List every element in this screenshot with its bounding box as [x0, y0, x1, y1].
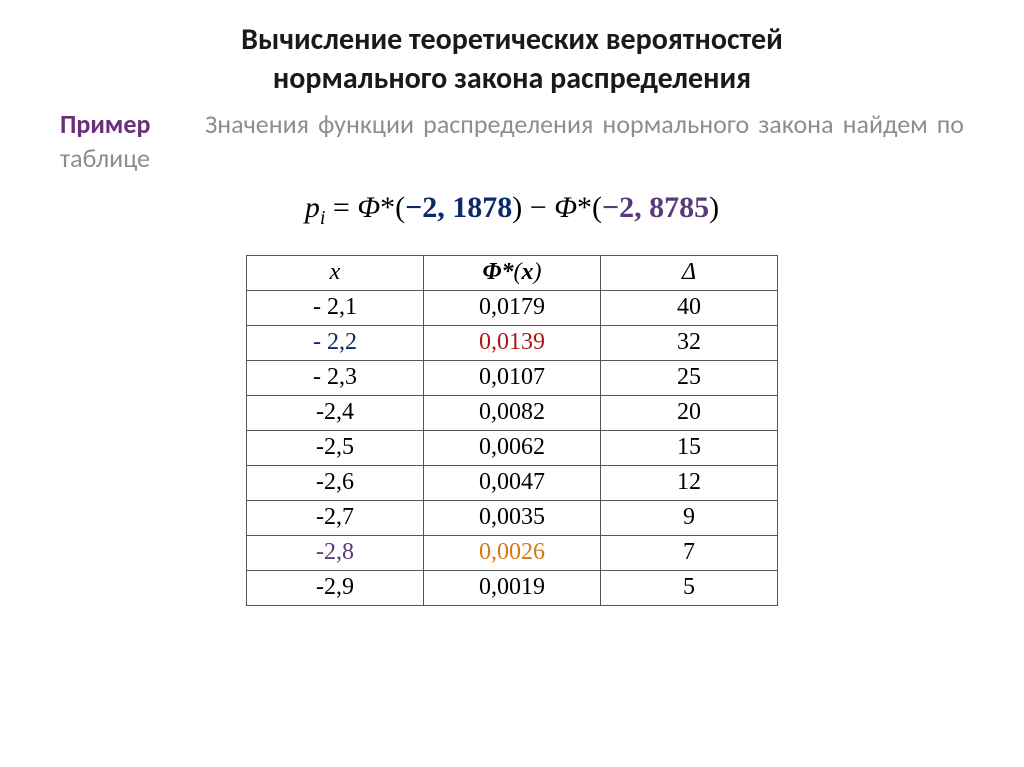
table-row: -2,90,00195: [247, 570, 778, 605]
formula-minus2: −: [602, 191, 619, 224]
col-header-phi: Φ*(x): [424, 255, 601, 290]
formula: pi = Φ*(−2, 1878) − Φ*(−2, 8785): [60, 191, 964, 230]
cell-phi: 0,0082: [424, 395, 601, 430]
distribution-table: x Φ*(x) Δ - 2,10,017940- 2,20,013932- 2,…: [246, 255, 778, 606]
cell-x: - 2,1: [247, 290, 424, 325]
cell-x: -2,8: [247, 535, 424, 570]
cell-delta: 9: [601, 500, 778, 535]
cell-delta: 32: [601, 325, 778, 360]
formula-p: p: [305, 191, 320, 224]
cell-x: - 2,2: [247, 325, 424, 360]
title-line-2: нормального закона распределения: [273, 60, 751, 97]
cell-phi: 0,0179: [424, 290, 601, 325]
formula-phi1: Φ: [357, 191, 380, 224]
table-header-row: x Φ*(x) Δ: [247, 255, 778, 290]
cell-phi: 0,0062: [424, 430, 601, 465]
table-row: -2,60,004712: [247, 465, 778, 500]
col-header-delta: Δ: [601, 255, 778, 290]
cell-phi: 0,0139: [424, 325, 601, 360]
slide-title: Вычисление теоретических вероятностей но…: [60, 20, 964, 98]
table-row: -2,80,00267: [247, 535, 778, 570]
table-row: -2,40,008220: [247, 395, 778, 430]
formula-val2: 2, 8785: [619, 191, 709, 224]
formula-close1: ): [512, 191, 522, 224]
cell-phi: 0,0026: [424, 535, 601, 570]
formula-val1: 2, 1878: [422, 191, 512, 224]
cell-phi: 0,0107: [424, 360, 601, 395]
col-header-x: x: [247, 255, 424, 290]
table-row: -2,50,006215: [247, 430, 778, 465]
formula-eq: =: [325, 191, 357, 224]
cell-x: -2,9: [247, 570, 424, 605]
cell-x: - 2,3: [247, 360, 424, 395]
example-label: Пример: [60, 108, 150, 140]
cell-delta: 5: [601, 570, 778, 605]
table-row: - 2,30,010725: [247, 360, 778, 395]
paragraph-text: Значения функции распределения нормально…: [60, 108, 964, 174]
table-row: -2,70,00359: [247, 500, 778, 535]
table-body: - 2,10,017940- 2,20,013932- 2,30,010725-…: [247, 290, 778, 605]
cell-delta: 12: [601, 465, 778, 500]
cell-phi: 0,0019: [424, 570, 601, 605]
formula-open1: (: [395, 191, 405, 224]
title-line-1: Вычисление теоретических вероятностей: [241, 21, 783, 58]
cell-delta: 25: [601, 360, 778, 395]
cell-delta: 40: [601, 290, 778, 325]
table-row: - 2,20,013932: [247, 325, 778, 360]
cell-delta: 15: [601, 430, 778, 465]
cell-delta: 7: [601, 535, 778, 570]
cell-x: -2,4: [247, 395, 424, 430]
formula-phi2: Φ: [554, 191, 577, 224]
formula-star2: *: [577, 191, 592, 224]
formula-close2: ): [709, 191, 719, 224]
formula-open2: (: [592, 191, 602, 224]
cell-x: -2,7: [247, 500, 424, 535]
cell-x: -2,6: [247, 465, 424, 500]
cell-x: -2,5: [247, 430, 424, 465]
intro-paragraph: Пример Значения функции распределения но…: [60, 108, 964, 176]
cell-phi: 0,0035: [424, 500, 601, 535]
cell-phi: 0,0047: [424, 465, 601, 500]
cell-delta: 20: [601, 395, 778, 430]
formula-minus-mid: −: [522, 191, 554, 224]
formula-star1: *: [380, 191, 395, 224]
formula-minus1: −: [405, 191, 422, 224]
table-row: - 2,10,017940: [247, 290, 778, 325]
slide: Вычисление теоретических вероятностей но…: [0, 0, 1024, 626]
